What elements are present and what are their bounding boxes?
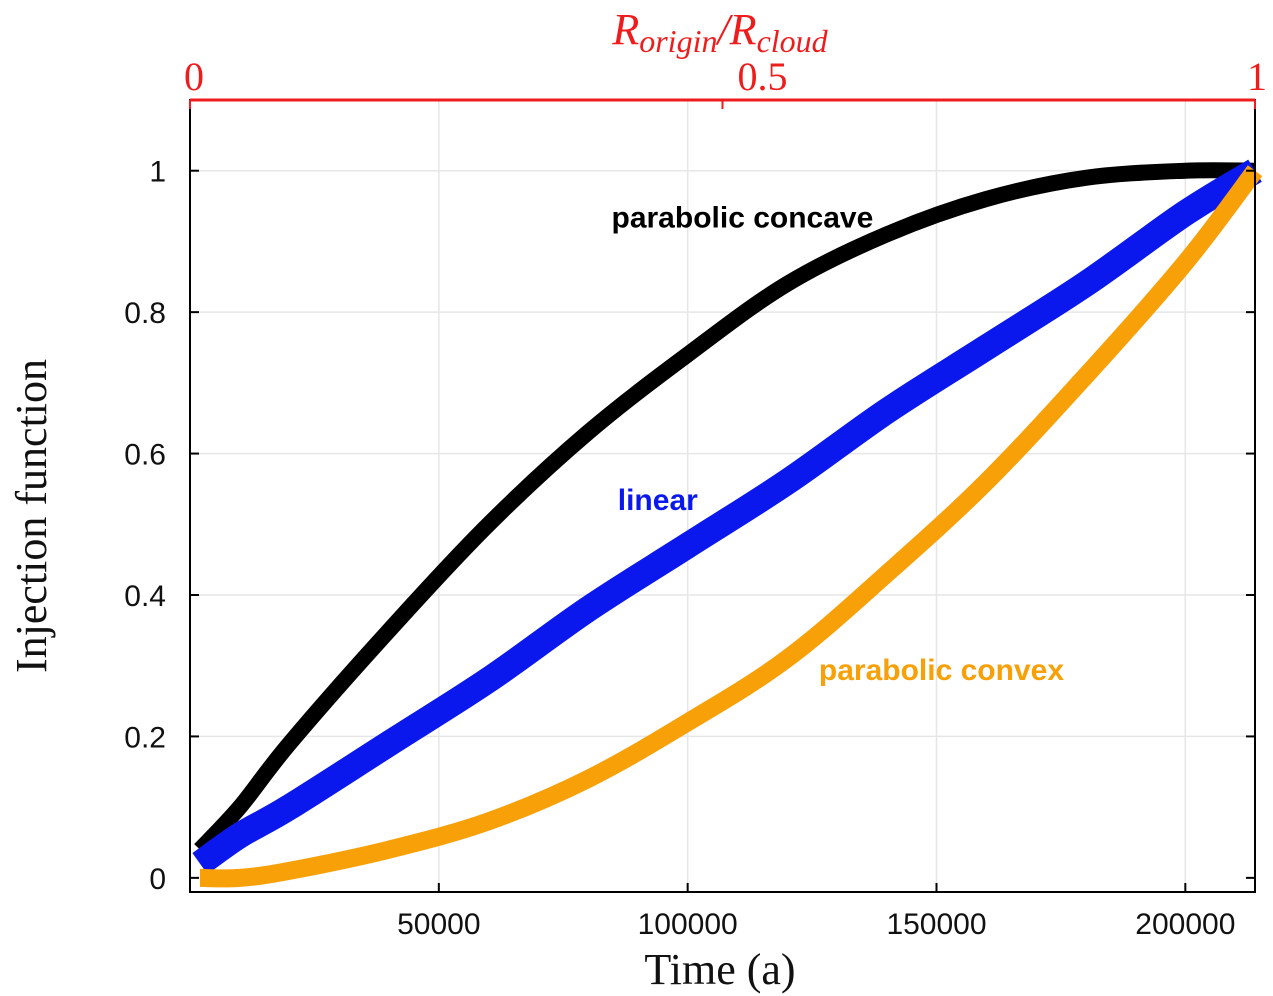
y-tick-label: 0.2 [124, 721, 166, 754]
y-tick-label: 0.6 [124, 439, 166, 472]
annotation-linear: linear [618, 484, 698, 517]
top-tick-label: 1 [1247, 54, 1267, 99]
x-tick-label: 150000 [886, 908, 986, 941]
x-tick-label: 200000 [1135, 908, 1235, 941]
x-axis-title: Time (a) [644, 945, 795, 994]
tick-labels: 50000 100000 150000 200000 0 0.2 0.4 0.6 0.8 1 0 0.… [124, 54, 1267, 941]
x-tick-label: 100000 [638, 908, 738, 941]
series-line-parabolic-concave [194, 162, 1256, 856]
grid [190, 100, 1255, 892]
series-annotations: parabolic concave linear parabolic convex [612, 201, 1065, 687]
top-axis-title-main: R [611, 5, 639, 54]
top-axis-title-sub-cloud: cloud [757, 23, 829, 59]
top-axis-title-sub-origin: origin [639, 23, 717, 59]
top-tick-label: 0 [184, 54, 204, 99]
y-tick-label: 1 [149, 156, 166, 189]
series-line-parabolic-convex [199, 165, 1263, 888]
series-layer [192, 159, 1263, 888]
x-tick-label: 50000 [397, 908, 480, 941]
annotation-parabolic-concave: parabolic concave [612, 201, 874, 234]
top-tick-label: 0.5 [738, 54, 788, 99]
y-tick-label: 0.4 [124, 580, 166, 613]
y-axis-title: Injection function [7, 359, 56, 673]
y-tick-label: 0 [149, 863, 166, 896]
annotation-parabolic-convex: parabolic convex [819, 654, 1064, 687]
series-line-linear [192, 159, 1262, 875]
tick-marks [189, 100, 1256, 892]
y-tick-label: 0.8 [124, 297, 166, 330]
top-axis-title-mid: /R [714, 5, 756, 54]
top-axis-title: Rorigin/Rcloud [611, 5, 828, 59]
